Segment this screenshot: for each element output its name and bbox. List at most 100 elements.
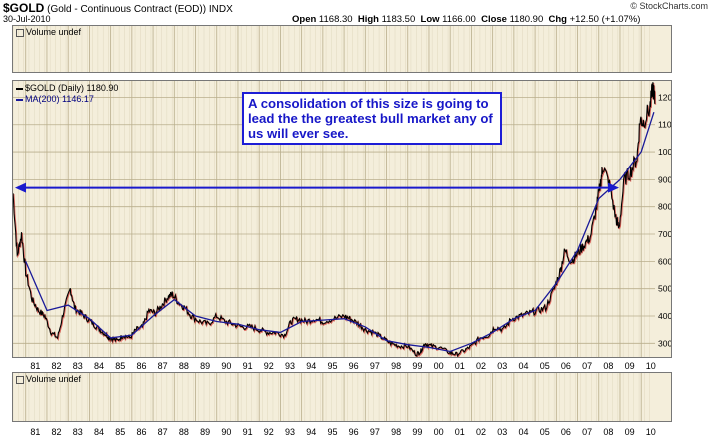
x-tick-label: 07 bbox=[582, 361, 592, 371]
x-tick-label: 04 bbox=[518, 361, 528, 371]
x-tick-label: 90 bbox=[221, 361, 231, 371]
high-value: 1183.50 bbox=[381, 14, 416, 25]
x-tick-label: 98 bbox=[391, 427, 401, 437]
x-tick-label: 83 bbox=[73, 427, 83, 437]
chart-header: $GOLD (Gold - Continuous Contract (EOD))… bbox=[3, 1, 233, 15]
x-tick-label: 03 bbox=[497, 427, 507, 437]
chart-legend: $GOLD (Daily) 1180.90 MA(200) 1146.17 bbox=[16, 83, 118, 105]
close-label: Close bbox=[481, 14, 507, 25]
top-panel-grid bbox=[13, 26, 650, 72]
x-tick-label: 89 bbox=[200, 427, 210, 437]
y-tick-label: 400 bbox=[658, 311, 671, 321]
price-swatch bbox=[16, 87, 23, 90]
bottom-panel-grid bbox=[13, 373, 650, 421]
legend-ma: MA(200) 1146.17 bbox=[25, 94, 94, 104]
x-tick-label: 10 bbox=[646, 427, 656, 437]
x-tick-label: 97 bbox=[370, 427, 380, 437]
x-tick-label: 99 bbox=[412, 427, 422, 437]
x-tick-label: 10 bbox=[646, 361, 656, 371]
y-tick-label: 600 bbox=[658, 256, 671, 266]
chart-date: 30-Jul-2010 bbox=[3, 14, 51, 24]
x-axis-bottom: 81 82 83 84 85 86 87 88 89 90 91 92 93 94 95 96 97 98 99 00… bbox=[30, 427, 656, 437]
arrow-left-head-icon bbox=[15, 182, 26, 193]
panel-square-icon-2 bbox=[16, 375, 24, 384]
x-tick-label: 87 bbox=[158, 361, 168, 371]
x-tick-label: 85 bbox=[115, 361, 125, 371]
x-tick-label: 86 bbox=[136, 427, 146, 437]
x-tick-label: 90 bbox=[221, 427, 231, 437]
y-tick-label: 1100 bbox=[658, 120, 671, 130]
x-tick-label: 05 bbox=[540, 427, 550, 437]
high-label: High bbox=[357, 14, 379, 25]
x-tick-label: 96 bbox=[349, 361, 359, 371]
x-tick-label: 92 bbox=[264, 361, 274, 371]
y-tick-label: 800 bbox=[658, 202, 671, 212]
open-value: 1168.30 bbox=[318, 14, 353, 25]
x-tick-label: 01 bbox=[455, 427, 465, 437]
x-tick-label: 84 bbox=[94, 361, 104, 371]
arrow-right-head-icon bbox=[608, 182, 619, 193]
x-tick-label: 08 bbox=[603, 361, 613, 371]
watermark: © StockCharts.com bbox=[630, 1, 708, 11]
x-tick-label: 98 bbox=[391, 361, 401, 371]
x-tick-label: 02 bbox=[476, 361, 486, 371]
top-panel-title-text: Volume undef bbox=[26, 27, 82, 37]
top-panel-title: Volume undef bbox=[16, 27, 81, 37]
x-tick-label: 86 bbox=[136, 361, 146, 371]
x-tick-label: 91 bbox=[243, 361, 253, 371]
x-tick-label: 88 bbox=[179, 361, 189, 371]
y-tick-label: 1000 bbox=[658, 147, 671, 157]
x-tick-label: 92 bbox=[264, 427, 274, 437]
annotation-box: A consolidation of this size is going to… bbox=[242, 92, 502, 145]
x-tick-label: 06 bbox=[561, 361, 571, 371]
x-tick-label: 02 bbox=[476, 427, 486, 437]
x-tick-label: 00 bbox=[434, 361, 444, 371]
x-tick-label: 93 bbox=[285, 427, 295, 437]
low-label: Low bbox=[420, 14, 440, 25]
x-tick-label: 89 bbox=[200, 361, 210, 371]
x-tick-label: 85 bbox=[115, 427, 125, 437]
bottom-volume-panel bbox=[12, 372, 672, 422]
x-tick-label: 97 bbox=[370, 361, 380, 371]
x-tick-label: 09 bbox=[625, 361, 635, 371]
y-tick-label: 900 bbox=[658, 174, 671, 184]
x-tick-label: 05 bbox=[540, 361, 550, 371]
x-tick-label: 96 bbox=[349, 427, 359, 437]
legend-price: $GOLD (Daily) 1180.90 bbox=[25, 83, 119, 93]
x-tick-label: 83 bbox=[73, 361, 83, 371]
price-line bbox=[13, 82, 656, 357]
x-tick-label: 91 bbox=[243, 427, 253, 437]
ma200-line bbox=[25, 112, 655, 353]
x-tick-label: 94 bbox=[306, 361, 316, 371]
x-tick-label: 99 bbox=[412, 361, 422, 371]
top-volume-panel bbox=[12, 25, 672, 73]
symbol-description: (Gold - Continuous Contract (EOD)) bbox=[47, 4, 207, 15]
x-tick-label: 06 bbox=[561, 427, 571, 437]
x-tick-label: 87 bbox=[158, 427, 168, 437]
bottom-panel-title-text: Volume undef bbox=[26, 374, 82, 384]
low-value: 1166.00 bbox=[442, 14, 476, 25]
x-tick-label: 09 bbox=[625, 427, 635, 437]
x-tick-label: 00 bbox=[434, 427, 444, 437]
x-axis-main: 81 82 83 84 85 86 87 88 89 90 91 92 93 94 95 96 97 98 99 00… bbox=[30, 361, 656, 371]
close-value: 1180.90 bbox=[509, 14, 544, 25]
ma-swatch bbox=[16, 98, 23, 101]
x-tick-label: 81 bbox=[30, 427, 40, 437]
x-tick-label: 95 bbox=[327, 427, 337, 437]
quote-bar: Open 1168.30 High 1183.50 Low 1166.00 Cl… bbox=[292, 14, 640, 25]
symbol: $GOLD bbox=[3, 1, 45, 15]
x-tick-label: 01 bbox=[455, 361, 465, 371]
x-tick-label: 88 bbox=[179, 427, 189, 437]
x-tick-label: 93 bbox=[285, 361, 295, 371]
x-tick-label: 82 bbox=[52, 361, 62, 371]
x-tick-label: 95 bbox=[327, 361, 337, 371]
x-tick-label: 84 bbox=[94, 427, 104, 437]
x-tick-label: 94 bbox=[306, 427, 316, 437]
chg-label: Chg bbox=[548, 14, 567, 25]
y-tick-label: 300 bbox=[658, 338, 671, 348]
x-tick-label: 81 bbox=[30, 361, 40, 371]
x-tick-label: 04 bbox=[518, 427, 528, 437]
x-tick-label: 82 bbox=[52, 427, 62, 437]
panel-square-icon bbox=[16, 28, 24, 37]
y-tick-label: 1200 bbox=[658, 92, 671, 102]
